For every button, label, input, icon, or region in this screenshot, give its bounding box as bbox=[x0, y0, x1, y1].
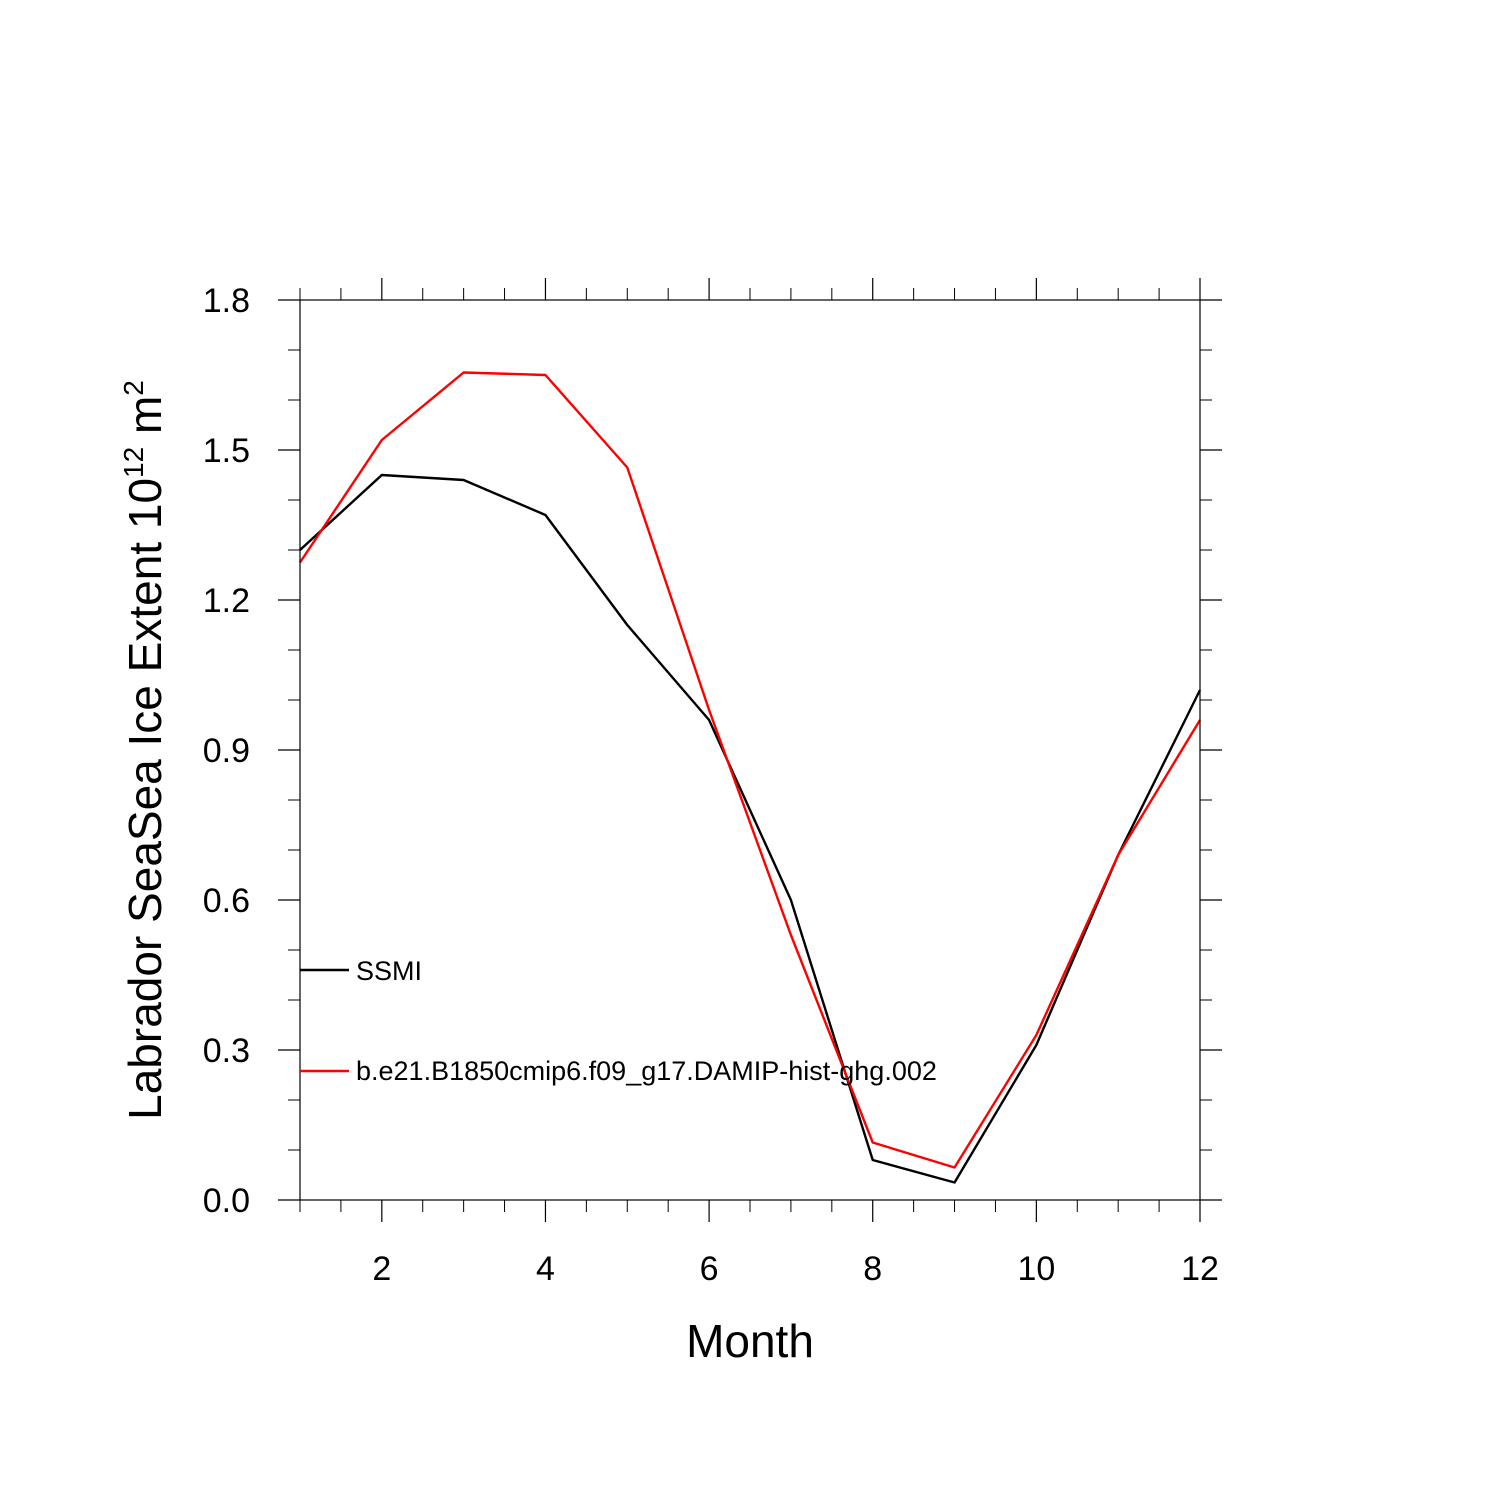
x-axis-title: Month bbox=[686, 1315, 814, 1367]
y-axis-title-main: Labrador SeaSea Ice Extent 10 bbox=[119, 478, 171, 1120]
y-tick-label: 1.5 bbox=[203, 432, 250, 470]
x-tick-labels: 2 4 6 8 10 12 bbox=[372, 1250, 1219, 1288]
y-axis-title-exponent: 12 bbox=[118, 447, 149, 478]
y-axis-title-unit: m bbox=[119, 396, 171, 447]
legend: SSMI b.e21.B1850cmip6.f09_g17.DAMIP-hist… bbox=[300, 956, 937, 1086]
y-tick-label: 1.8 bbox=[203, 282, 250, 320]
x-tick-label: 4 bbox=[536, 1250, 555, 1288]
plot-frame bbox=[299, 299, 1201, 1201]
minor-ticks bbox=[288, 288, 1212, 1212]
x-tick-label: 2 bbox=[372, 1250, 391, 1288]
x-tick-label: 10 bbox=[1017, 1250, 1055, 1288]
y-tick-label: 0.3 bbox=[203, 1032, 250, 1070]
y-tick-label: 0.0 bbox=[203, 1182, 250, 1220]
y-axis-title: Labrador SeaSea Ice Extent 1012 m2 bbox=[118, 380, 171, 1120]
y-axis-title-unit-exponent: 2 bbox=[118, 380, 149, 396]
series-line-ssmi bbox=[299, 473, 1202, 1184]
y-tick-label: 1.2 bbox=[203, 582, 250, 620]
x-tick-label: 8 bbox=[863, 1250, 882, 1288]
series-line-model bbox=[299, 371, 1202, 1169]
legend-label-ssmi: SSMI bbox=[356, 956, 422, 986]
y-tick-labels: 0.0 0.3 0.6 0.9 1.2 1.5 1.8 bbox=[203, 282, 250, 1220]
x-tick-label: 6 bbox=[700, 1250, 719, 1288]
y-tick-label: 0.6 bbox=[203, 882, 250, 920]
legend-label-model: b.e21.B1850cmip6.f09_g17.DAMIP-hist-ghg.… bbox=[356, 1056, 937, 1086]
x-tick-label: 12 bbox=[1181, 1250, 1219, 1288]
y-tick-label: 0.9 bbox=[203, 732, 250, 770]
major-ticks bbox=[278, 278, 1222, 1222]
series-lines bbox=[299, 371, 1202, 1184]
